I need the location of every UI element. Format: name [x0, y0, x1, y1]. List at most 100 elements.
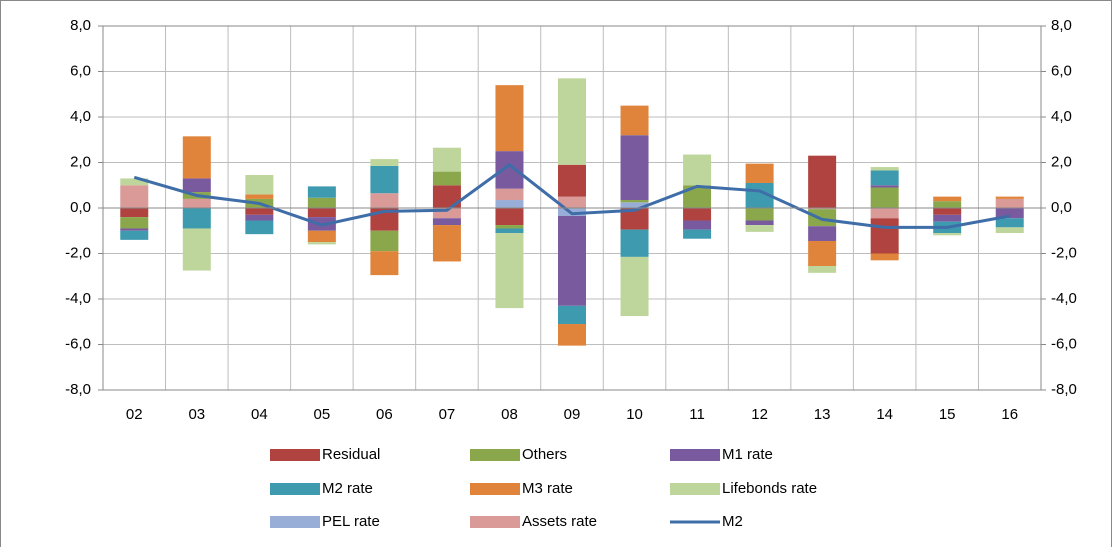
bar-segment	[620, 229, 649, 257]
bar-segment	[870, 253, 899, 261]
x-tick-label: 08	[501, 406, 518, 423]
bar-segment	[307, 197, 336, 208]
x-tick-label: 09	[564, 406, 581, 423]
legend-swatch	[470, 516, 520, 528]
x-tick-label: 15	[939, 406, 956, 423]
legend-label: M2	[722, 513, 743, 530]
bar-segment	[870, 185, 899, 188]
bar-segment	[432, 185, 461, 208]
legend-label: M2 rate	[322, 480, 373, 497]
bar-segment	[870, 187, 899, 208]
bar-segment	[432, 147, 461, 172]
x-tick-label: 16	[1001, 406, 1018, 423]
bar-segment	[495, 228, 524, 234]
bar-segment	[870, 170, 899, 186]
bar-segment	[182, 198, 211, 208]
bar-segment	[558, 215, 586, 306]
y-tick-label: 8,0	[70, 17, 91, 34]
y2-tick-label: -4,0	[1051, 290, 1077, 307]
bar-segment	[870, 218, 899, 254]
x-tick-label: 10	[626, 406, 643, 423]
x-tick-label: 03	[188, 406, 205, 423]
bar-segment	[182, 136, 211, 179]
bar-segment	[808, 209, 837, 227]
bar-segment	[370, 193, 399, 208]
bar-segment	[620, 105, 649, 136]
bar-segment	[558, 78, 586, 165]
bar-segment	[370, 165, 399, 194]
bar-segment	[370, 251, 399, 276]
bar-segment	[120, 217, 149, 229]
y-tick-label: -8,0	[65, 381, 91, 398]
legend-label: Residual	[322, 446, 380, 463]
y-tick-label: -2,0	[65, 244, 91, 261]
x-tick-label: 13	[814, 406, 831, 423]
bar-segment	[432, 208, 461, 219]
x-tick-label: 12	[751, 406, 768, 423]
x-tick-label: 14	[876, 406, 893, 423]
y2-tick-label: 6,0	[1051, 62, 1072, 79]
bar-segment	[120, 178, 149, 186]
bar-segment	[558, 196, 586, 208]
legend-swatch	[670, 449, 720, 461]
y2-tick-label: 4,0	[1051, 108, 1072, 125]
bar-segment	[307, 186, 336, 198]
bar-segment	[933, 201, 962, 208]
legend-label: Lifebonds rate	[722, 480, 817, 497]
bar-segment	[120, 185, 149, 208]
y-tick-label: -4,0	[65, 290, 91, 307]
y2-tick-label: -8,0	[1051, 381, 1077, 398]
bar-segment	[495, 200, 524, 208]
bar-segment	[995, 218, 1024, 228]
bar-segment	[495, 151, 524, 189]
bar-segment	[933, 214, 962, 222]
bar-segment	[620, 208, 649, 230]
bar-segment	[558, 305, 586, 325]
line	[133, 162, 1010, 229]
bar-segment	[245, 214, 274, 221]
bar-segment	[995, 208, 1024, 219]
bar-segment	[683, 220, 712, 230]
x-tick-label: 04	[251, 406, 268, 423]
bar-segment	[495, 85, 524, 152]
bar-segment	[620, 135, 649, 201]
bar-segment	[307, 208, 336, 218]
bar-segment	[182, 178, 211, 193]
bar-segment	[245, 175, 274, 195]
bar-segment	[683, 208, 712, 221]
legend-swatch	[270, 449, 320, 461]
y2-tick-label: 8,0	[1051, 17, 1072, 34]
legend-swatch	[270, 516, 320, 528]
y2-tick-label: -2,0	[1051, 244, 1077, 261]
bar-segment	[620, 202, 649, 208]
bar-segment	[683, 185, 712, 208]
y-tick-label: 6,0	[70, 62, 91, 79]
y2-tick-label: -6,0	[1051, 335, 1077, 352]
bar-segment	[995, 227, 1024, 234]
bar-segment	[808, 226, 837, 241]
legend-swatch	[470, 449, 520, 461]
legend-swatch	[270, 483, 320, 495]
bar-segment	[370, 230, 399, 252]
bar-segment	[870, 208, 899, 219]
y-tick-label: 0,0	[70, 199, 91, 216]
legend-swatch	[470, 483, 520, 495]
bar-segment	[620, 256, 649, 317]
bar-segment	[245, 220, 274, 235]
bar-segment	[558, 164, 586, 197]
legend-label: PEL rate	[322, 513, 380, 530]
x-tick-label: 11	[689, 406, 705, 423]
bar-segment	[432, 218, 461, 226]
bar-segment	[683, 154, 712, 186]
legend-swatch	[670, 483, 720, 495]
bar-segment	[808, 208, 837, 210]
bar-segment	[307, 242, 336, 245]
bar-segment	[432, 171, 461, 186]
y-tick-label: -6,0	[65, 335, 91, 352]
bar-segment	[870, 167, 899, 171]
bar-segment	[182, 208, 211, 229]
y-tick-label: 2,0	[70, 153, 91, 170]
bar-segment	[620, 200, 649, 203]
bar-segment	[745, 208, 774, 221]
